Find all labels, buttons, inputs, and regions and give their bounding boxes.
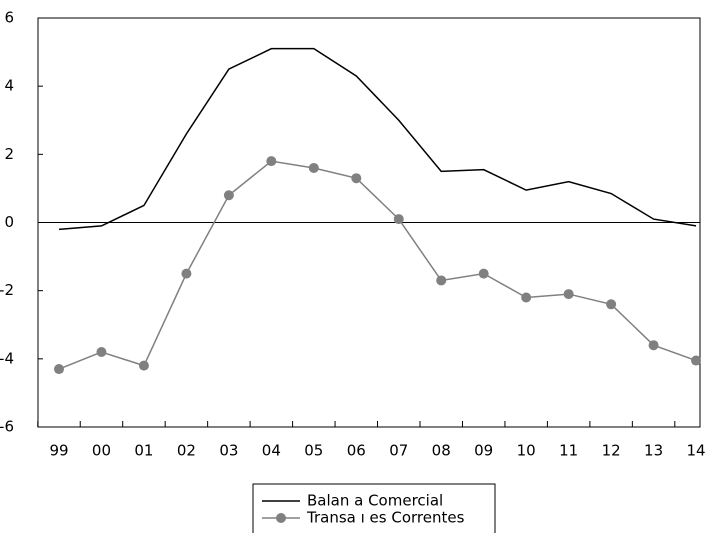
series-marker bbox=[181, 268, 192, 279]
y-tick-label: 2 bbox=[4, 145, 14, 163]
y-tick-label: -4 bbox=[0, 349, 14, 367]
series-line bbox=[58, 160, 697, 370]
series-marker bbox=[96, 347, 107, 358]
x-tick-label: 10 bbox=[517, 442, 536, 460]
legend-label: Balan a Comercial bbox=[307, 492, 443, 510]
series-marker bbox=[266, 156, 277, 167]
series-marker bbox=[563, 289, 574, 300]
legend-label: Transa ı es Correntes bbox=[306, 509, 465, 527]
x-tick-label: 99 bbox=[49, 442, 68, 460]
x-tick-label: 09 bbox=[474, 442, 493, 460]
series-marker bbox=[606, 299, 617, 310]
legend-box bbox=[252, 483, 496, 533]
y-tick-label: 4 bbox=[4, 77, 14, 95]
series-line bbox=[58, 47, 697, 231]
x-tick-label: 05 bbox=[304, 442, 323, 460]
series-marker bbox=[521, 292, 532, 303]
x-tick-label: 12 bbox=[602, 442, 621, 460]
x-tick-label: 07 bbox=[389, 442, 408, 460]
series-marker bbox=[138, 360, 149, 371]
series-marker bbox=[393, 214, 404, 225]
x-tick-label: 11 bbox=[559, 442, 578, 460]
x-tick-label: 01 bbox=[134, 442, 153, 460]
y-tick-label: -6 bbox=[0, 418, 14, 436]
series-marker bbox=[223, 190, 234, 201]
series-marker bbox=[436, 275, 447, 286]
series-marker bbox=[351, 173, 362, 184]
x-tick-label: 14 bbox=[687, 442, 706, 460]
legend-marker bbox=[276, 513, 286, 523]
x-tick-label: 13 bbox=[644, 442, 663, 460]
x-tick-label: 08 bbox=[432, 442, 451, 460]
series-marker bbox=[478, 268, 489, 279]
x-tick-label: 06 bbox=[347, 442, 366, 460]
y-tick-label: 0 bbox=[4, 213, 14, 231]
x-tick-label: 03 bbox=[219, 442, 238, 460]
x-tick-label: 00 bbox=[92, 442, 111, 460]
y-tick-label: -2 bbox=[0, 281, 14, 299]
series-marker bbox=[648, 340, 659, 351]
y-tick-label: 6 bbox=[4, 9, 14, 27]
series-marker bbox=[54, 364, 64, 375]
x-tick-label: 02 bbox=[177, 442, 196, 460]
x-tick-label: 04 bbox=[262, 442, 281, 460]
series-marker bbox=[691, 355, 702, 366]
series-marker bbox=[308, 162, 319, 173]
